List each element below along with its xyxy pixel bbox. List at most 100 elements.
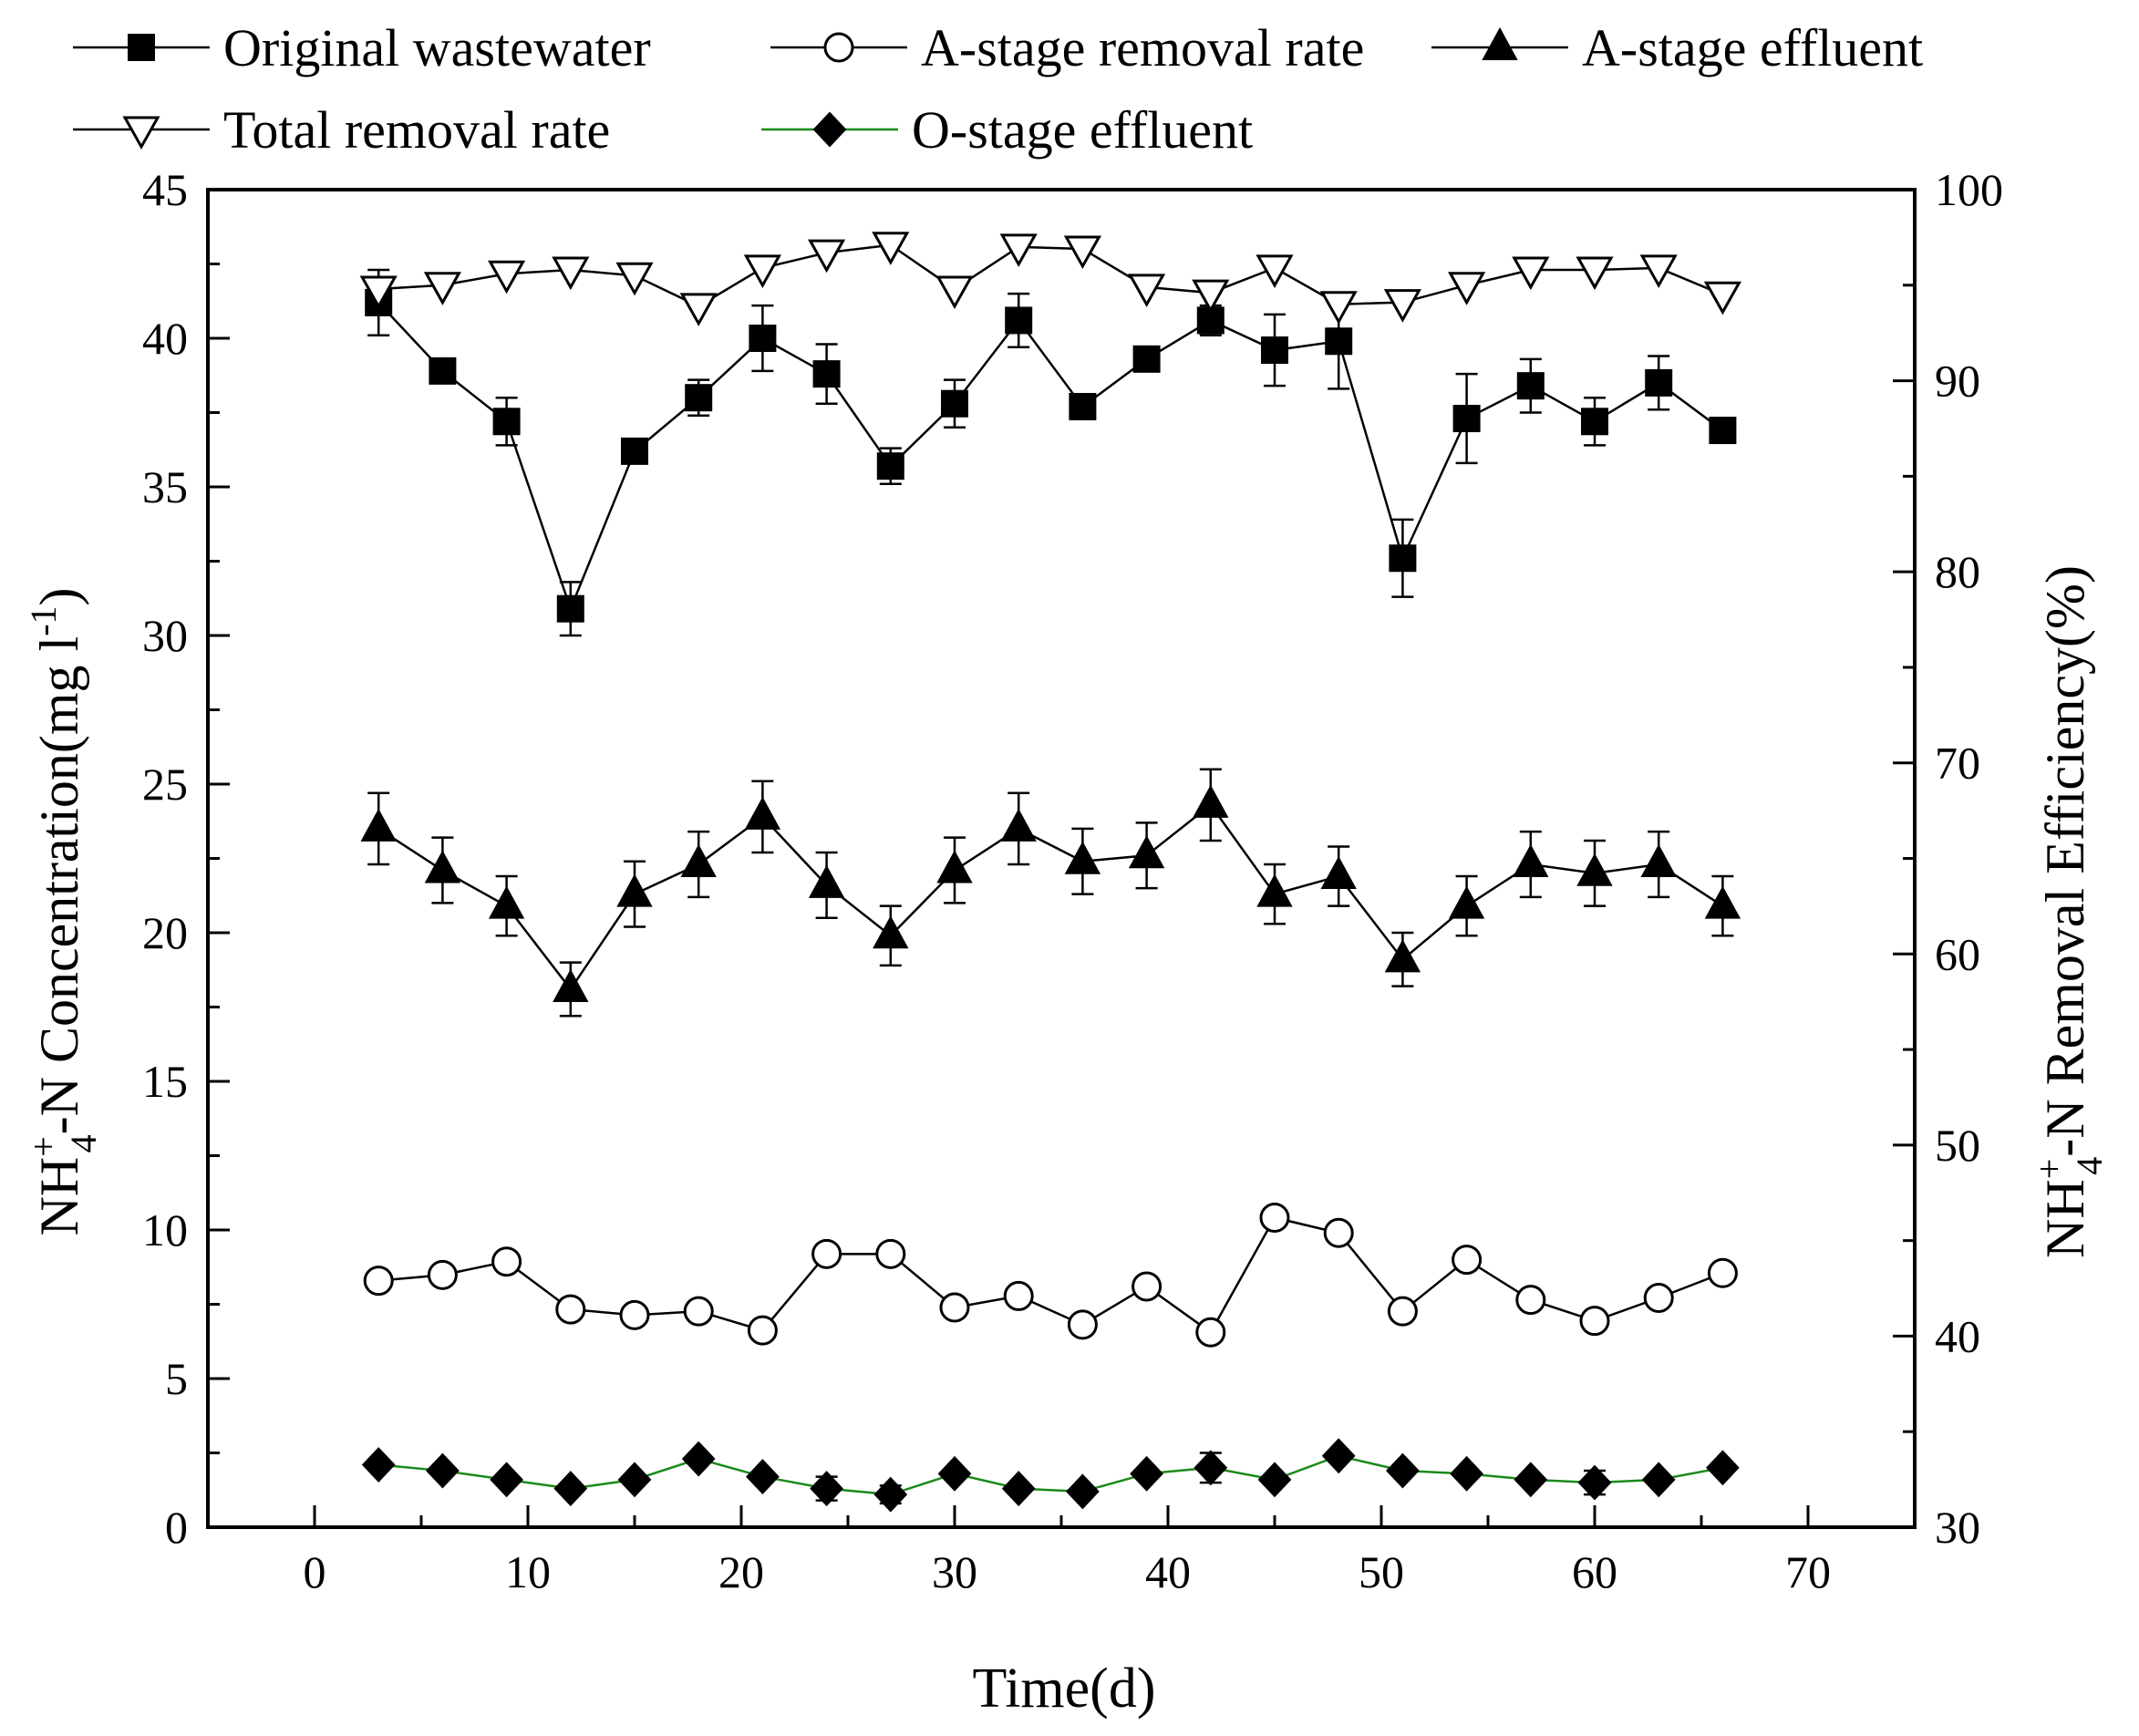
series-line-o-stage-effluent bbox=[378, 1454, 1723, 1496]
data-point-a-stage-removal-rate bbox=[1643, 1283, 1674, 1314]
data-point-a-stage-effluent bbox=[1256, 873, 1293, 907]
data-point-a-stage-removal-rate bbox=[1067, 1309, 1098, 1340]
label-superscript: + bbox=[23, 1136, 64, 1157]
data-point-o-stage-effluent bbox=[1706, 1450, 1740, 1486]
label-text: -N Removal Efficiency(%) bbox=[2035, 565, 2095, 1157]
data-point-total-removal-rate bbox=[679, 293, 718, 326]
y-left-tick-label: 40 bbox=[142, 313, 188, 364]
data-point-total-removal-rate bbox=[488, 260, 526, 294]
legend-marker-a-stage-removal-rate bbox=[823, 32, 854, 63]
y-right-tick-label: 80 bbox=[1935, 546, 1980, 597]
data-point-o-stage-effluent bbox=[1257, 1462, 1292, 1498]
data-point-original-wastewater bbox=[1516, 372, 1545, 400]
data-point-o-stage-effluent bbox=[810, 1471, 843, 1507]
data-point-a-stage-removal-rate bbox=[1707, 1257, 1738, 1288]
data-point-original-wastewater bbox=[556, 594, 584, 623]
data-point-total-removal-rate bbox=[999, 233, 1038, 267]
data-point-o-stage-effluent bbox=[553, 1471, 588, 1507]
axes: 0 10 20 30 40 50 60 70 0 5 10 15 20 25 30 35 40 45 30 40 50 6… bbox=[142, 164, 2003, 1597]
y-left-tick-label: 25 bbox=[142, 759, 188, 810]
y-left-tick-label: 20 bbox=[142, 907, 188, 958]
data-point-total-removal-rate bbox=[359, 275, 398, 310]
data-point-o-stage-effluent bbox=[1130, 1455, 1163, 1492]
data-point-a-stage-effluent bbox=[1320, 855, 1357, 890]
data-point-o-stage-effluent bbox=[1194, 1450, 1228, 1486]
data-point-original-wastewater bbox=[1581, 408, 1608, 436]
y-right-tick-label: 70 bbox=[1935, 738, 1980, 789]
legend-marker-a-stage-effluent bbox=[1482, 26, 1518, 60]
data-point-o-stage-effluent bbox=[1514, 1462, 1548, 1498]
data-point-total-removal-rate bbox=[1383, 289, 1421, 323]
data-point-a-stage-effluent bbox=[1576, 852, 1613, 886]
data-point-original-wastewater bbox=[1005, 306, 1033, 335]
data-point-a-stage-effluent bbox=[488, 885, 525, 919]
data-point-a-stage-effluent bbox=[360, 808, 397, 842]
data-point-a-stage-removal-rate bbox=[1195, 1317, 1226, 1348]
data-point-a-stage-effluent bbox=[1064, 841, 1101, 874]
data-point-o-stage-effluent bbox=[426, 1452, 460, 1489]
data-point-original-wastewater bbox=[876, 452, 904, 480]
data-point-a-stage-effluent bbox=[1384, 939, 1421, 973]
x-tick-label: 70 bbox=[1785, 1546, 1831, 1597]
data-point-o-stage-effluent bbox=[617, 1462, 652, 1498]
data-point-original-wastewater bbox=[492, 408, 521, 436]
data-point-a-stage-removal-rate bbox=[363, 1266, 394, 1297]
data-point-a-stage-removal-rate bbox=[939, 1292, 970, 1323]
data-point-a-stage-removal-rate bbox=[427, 1259, 458, 1290]
y-left-tick-label: 10 bbox=[142, 1204, 188, 1256]
data-point-total-removal-rate bbox=[1256, 254, 1294, 288]
y-right-tick-label: 90 bbox=[1935, 356, 1980, 407]
data-point-a-stage-effluent bbox=[1193, 784, 1229, 818]
data-point-total-removal-rate bbox=[552, 256, 590, 291]
legend-marker-original-wastewater bbox=[128, 34, 155, 61]
data-point-a-stage-removal-rate bbox=[555, 1294, 586, 1325]
data-point-total-removal-rate bbox=[808, 239, 846, 274]
data-point-total-removal-rate bbox=[1703, 281, 1741, 315]
y-axis-right-label: NH+4-N Removal Efficiency(%) bbox=[2029, 565, 2110, 1258]
data-point-total-removal-rate bbox=[615, 262, 654, 296]
x-tick-label: 60 bbox=[1572, 1546, 1617, 1597]
markers bbox=[359, 232, 1741, 1513]
y-left-tick-label: 15 bbox=[142, 1056, 188, 1107]
series-lines bbox=[377, 243, 1724, 1496]
data-point-a-stage-removal-rate bbox=[1579, 1306, 1610, 1337]
legend-marker-total-removal-rate bbox=[122, 116, 160, 150]
data-point-total-removal-rate bbox=[1128, 274, 1166, 307]
data-point-o-stage-effluent bbox=[490, 1462, 523, 1498]
data-point-original-wastewater bbox=[749, 325, 777, 352]
data-point-original-wastewater bbox=[1645, 368, 1673, 397]
data-point-o-stage-effluent bbox=[1577, 1464, 1612, 1501]
data-point-original-wastewater bbox=[1325, 327, 1353, 356]
data-point-o-stage-effluent bbox=[1450, 1455, 1483, 1492]
data-point-original-wastewater bbox=[812, 360, 841, 388]
data-point-total-removal-rate bbox=[1063, 235, 1101, 270]
label-subscript: 4 bbox=[63, 1134, 104, 1152]
data-point-a-stage-effluent bbox=[553, 968, 589, 1002]
legend-marker-o-stage-effluent bbox=[812, 111, 847, 148]
label-superscript: + bbox=[2029, 1159, 2070, 1180]
y-right-tick-label: 100 bbox=[1935, 164, 2003, 215]
x-tick-label: 0 bbox=[304, 1546, 326, 1597]
label-text: -N Concentration(mg l bbox=[29, 636, 89, 1135]
legend-label-a-stage-effluent: A-stage effluent bbox=[1582, 18, 1923, 78]
data-point-a-stage-removal-rate bbox=[619, 1299, 650, 1330]
data-point-original-wastewater bbox=[941, 389, 968, 418]
data-point-a-stage-effluent bbox=[1448, 885, 1485, 919]
label-close: ) bbox=[29, 587, 89, 605]
data-point-original-wastewater bbox=[621, 437, 648, 465]
x-tick-label: 30 bbox=[932, 1546, 977, 1597]
y-axis-left-label: NH+4-N Concentration(mg l-1) bbox=[23, 587, 104, 1235]
series-line-original-wastewater bbox=[377, 302, 1724, 613]
data-point-original-wastewater bbox=[685, 384, 713, 412]
label-prefix: NH bbox=[2035, 1179, 2095, 1258]
data-point-original-wastewater bbox=[1389, 544, 1417, 573]
data-point-o-stage-effluent bbox=[1066, 1473, 1100, 1510]
y-left-tick-label: 5 bbox=[165, 1353, 188, 1404]
data-point-original-wastewater bbox=[1709, 417, 1737, 445]
data-point-a-stage-removal-rate bbox=[1515, 1285, 1546, 1316]
legend: Original wastewater A-stage removal rate A… bbox=[73, 18, 1923, 160]
data-point-original-wastewater bbox=[1069, 392, 1097, 420]
data-point-o-stage-effluent bbox=[1386, 1452, 1420, 1489]
data-point-total-removal-rate bbox=[935, 275, 974, 310]
